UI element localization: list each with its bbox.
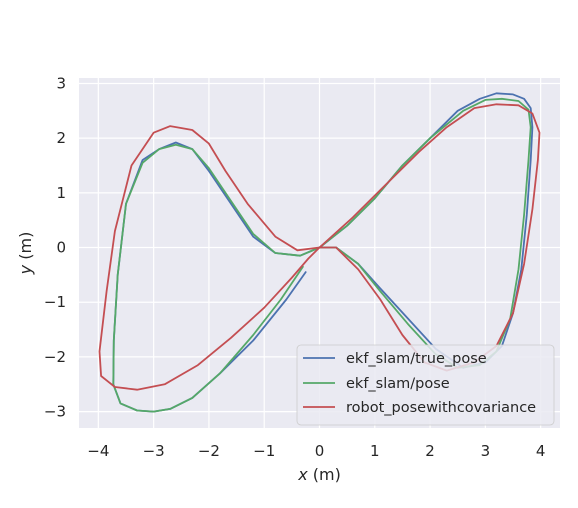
- y-tick-labels: 3 2 1 0 −1 −2 −3: [44, 74, 66, 420]
- y-tick-label: −3: [44, 403, 66, 421]
- y-tick-label: 0: [56, 239, 66, 257]
- legend-label-true-pose: ekf_slam/true_pose: [346, 351, 487, 367]
- x-tick-label: 2: [425, 442, 435, 460]
- legend: ekf_slam/true_pose ekf_slam/pose robot_p…: [296, 344, 555, 426]
- x-tick-label: 1: [370, 442, 380, 460]
- y-tick-label: 3: [56, 74, 66, 92]
- x-tick-label: 3: [481, 442, 491, 460]
- x-tick-label: −3: [143, 442, 165, 460]
- legend-label-pose: ekf_slam/pose: [346, 376, 450, 392]
- x-tick-label: −1: [253, 442, 275, 460]
- y-tick-label: −1: [44, 293, 66, 311]
- y-tick-label: 2: [56, 129, 66, 147]
- x-tick-label: −2: [198, 442, 220, 460]
- x-tick-label: −4: [87, 442, 109, 460]
- x-tick-label: 4: [536, 442, 546, 460]
- y-axis-label: y (m): [16, 232, 35, 276]
- x-tick-labels: −4 −3 −2 −1 0 1 2 3 4: [87, 442, 545, 460]
- x-tick-label: 0: [315, 442, 325, 460]
- legend-label-posewithcovariance: robot_posewithcovariance: [346, 400, 536, 416]
- legend-box: [296, 344, 555, 426]
- y-tick-label: −2: [44, 348, 66, 366]
- y-tick-label: 1: [56, 184, 66, 202]
- x-axis-label: x (m): [297, 465, 341, 484]
